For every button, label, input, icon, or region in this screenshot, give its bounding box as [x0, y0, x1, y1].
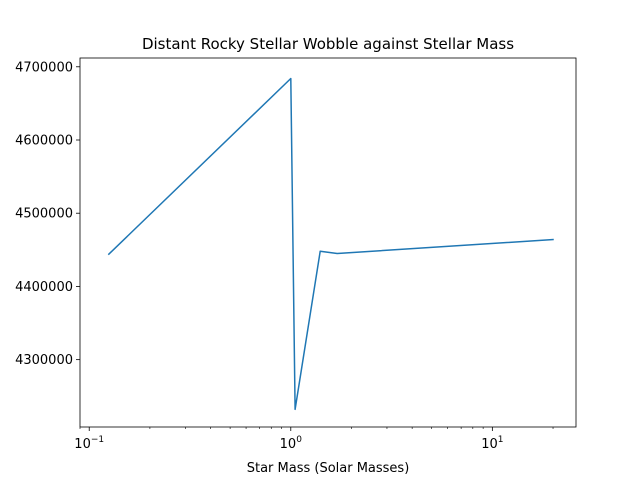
- y-tick-label: 4300000: [15, 353, 73, 368]
- series-group: [107, 77, 554, 411]
- x-tick-label: 101: [481, 435, 503, 452]
- x-tick-label: 100: [280, 435, 303, 452]
- y-tick-label: 4700000: [15, 60, 73, 75]
- y-tick-label: 4600000: [15, 134, 73, 149]
- x-tick-label: 10−1: [74, 435, 104, 452]
- plot-frame: [79, 57, 577, 428]
- x-axis-ticks: 10−1 100 101: [74, 427, 503, 452]
- series-line-0: [107, 77, 554, 411]
- y-tick-label: 4500000: [15, 207, 73, 222]
- y-tick-label: 4400000: [15, 280, 73, 295]
- chart-title: Distant Rocky Stellar Wobble against Ste…: [142, 35, 514, 53]
- y-axis-ticks: 4300000 4400000 4500000 4600000 4700000: [15, 60, 80, 368]
- x-axis-label: Star Mass (Solar Masses): [247, 461, 410, 476]
